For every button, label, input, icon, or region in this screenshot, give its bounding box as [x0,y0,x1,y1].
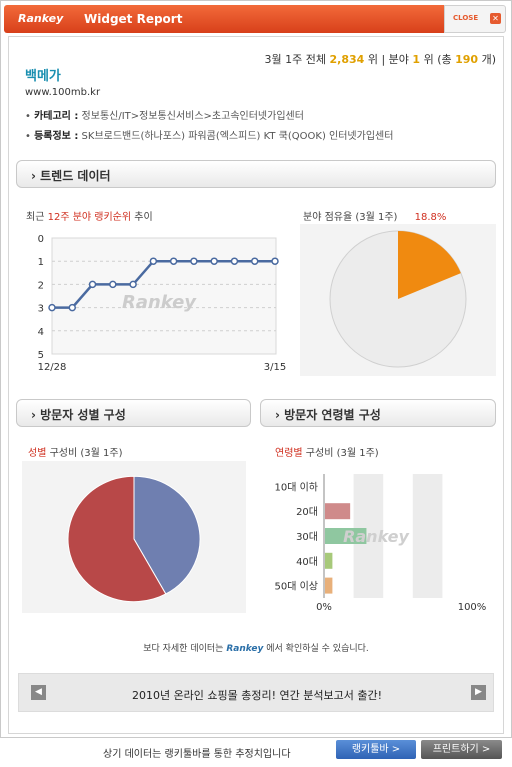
registration-value: SK브로드밴드(하나포스) 파워콤(엑스피드) KT 쿡(QOOK) 인터넷가입… [81,131,394,142]
age-category-label: 30대 [296,531,318,543]
site-url[interactable]: www.100mb.kr [25,87,101,98]
category-key: 카테고리 : [34,111,79,122]
overall-rank: 2,834 [329,53,365,66]
trend-watermark: Rankey [122,292,197,313]
age-title-highlight: 연령별 [275,448,303,459]
promo-banner[interactable]: ◀ 2010년 온라인 쇼핑몰 총정리! 연간 분석보고서 출간! ▶ [18,673,494,712]
trend-section-header: › 트렌드 데이터 [16,160,496,188]
close-label[interactable]: CLOSE [453,14,479,22]
gender-male-slice [133,475,201,595]
trend-point [271,257,279,265]
trend-title-highlight: 12주 분야 랭키순위 [47,212,132,223]
age-bar-chart: 10대 이하 20대 30대 40대 50대 이상 Rankey 0% 100% [266,460,494,616]
age-category-label: 40대 [296,556,318,568]
banner-prev-icon[interactable]: ◀ [31,685,46,700]
rankey-logo: Rankey [18,12,64,25]
trend-point [230,257,239,265]
trend-point [149,257,158,265]
share-title: 분야 점유율 (3월 1주) [303,212,398,223]
category-total-suffix: 개) [481,53,496,66]
trend-y-tick: 5 [38,350,44,361]
age-grid-band [412,474,443,598]
trend-y-tick: 0 [38,234,44,245]
rank-summary: 3월 1주 전체 2,834 위 | 분야 1 위 (총 190 개) [265,51,496,67]
share-chart-title: 분야 점유율 (3월 1주) 18.8% [303,208,446,223]
trend-point [48,303,56,312]
gender-chart-title: 성별 구성비 (3월 1주) [28,444,122,459]
age-category-label: 10대 이하 [274,480,318,493]
gender-section-header: › 방문자 성별 구성 [16,399,251,427]
trend-point [129,280,137,289]
trend-plot-area [51,237,277,355]
trend-chart-title: 최근 12주 분야 랭키순위 추이 [26,208,153,223]
trend-y-tick: 4 [38,327,44,338]
trend-point [68,303,77,312]
rank-period: 3월 1주 [264,53,303,66]
rank-divider: | [381,53,386,66]
print-button[interactable]: 프린트하기 > [421,740,502,759]
overall-label: 전체 [305,53,327,66]
window-title: Widget Report [84,12,183,26]
share-value: 18.8% [414,212,447,223]
age-section-title: 방문자 연령별 구성 [284,408,381,422]
trend-title-prefix: 최근 [26,212,45,223]
trend-y-tick: 3 [38,304,44,315]
trend-x-start: 12/28 [38,362,67,373]
category-label: 분야 [388,53,409,66]
age-x-max: 100% [458,602,487,613]
trend-point [190,257,198,265]
share-pie-chart [300,224,496,376]
age-category-label: 50대 이상 [274,581,318,593]
trend-point [250,257,259,265]
more-data-prefix: 보다 자세한 데이터는 [143,644,224,654]
trend-line-chart: 0 1 2 3 4 5 12/28 3/15 Rankey [38,234,287,373]
category-rank: 1 [412,53,421,66]
trend-y-tick: 1 [38,257,44,268]
gender-pie-chart [22,461,246,613]
age-bar [325,577,333,594]
trend-point [210,257,218,265]
registration-row: • 등록정보 : SK브로드밴드(하나포스) 파워콤(엑스피드) KT 쿡(QO… [25,131,394,142]
gender-title-suffix: 구성비 (3월 1주) [49,448,123,459]
category-value: 정보통신/IT>정보통신서비스>초고속인터넷가입센터 [81,111,304,122]
trend-section-title: 트렌드 데이터 [40,169,111,183]
age-bar [325,552,333,569]
age-bar [325,528,367,544]
more-data-logo[interactable]: Rankey [226,644,264,654]
age-title-suffix: 구성비 (3월 1주) [305,448,379,459]
trend-y-tick: 2 [38,280,44,291]
trend-title-suffix: 추이 [134,212,153,223]
rank-unit: 위 [367,53,378,66]
title-bar: Rankey Widget Report [4,5,444,33]
more-data-note: 보다 자세한 데이터는 Rankey 에서 확인하실 수 있습니다. [0,641,512,654]
gender-female-slice [67,475,167,603]
site-name: 백메가 [25,69,61,84]
gender-section-title: 방문자 성별 구성 [40,408,126,422]
toolbar-button[interactable]: 랭키툴바 > [336,740,416,759]
category-total: 190 [455,53,479,66]
more-data-suffix: 에서 확인하실 수 있습니다. [266,644,369,654]
age-watermark: Rankey [343,527,409,546]
category-total-prefix: 위 (총 [423,53,452,66]
report-panel [8,36,504,734]
estimate-note: 상기 데이터는 랭키툴바를 통한 추정치입니다 [103,749,291,760]
age-bar [325,503,351,520]
age-category-label: 20대 [296,506,318,518]
age-chart-title: 연령별 구성비 (3월 1주) [275,444,379,459]
age-x-min: 0% [316,602,332,613]
share-pie-slice [398,231,461,299]
trend-point [169,257,178,265]
close-icon[interactable]: ✕ [490,13,501,24]
trend-point [109,280,117,289]
trend-x-end: 3/15 [264,362,286,373]
category-row: • 카테고리 : 정보통신/IT>정보통신서비스>초고속인터넷가입센터 [25,111,304,122]
banner-text[interactable]: 2010년 온라인 쇼핑몰 총정리! 연간 분석보고서 출간! [131,689,383,702]
banner-next-icon[interactable]: ▶ [471,685,486,700]
registration-key: 등록정보 : [34,131,79,142]
age-section-header: › 방문자 연령별 구성 [260,399,496,427]
trend-point [88,280,97,289]
gender-title-highlight: 성별 [28,448,47,459]
